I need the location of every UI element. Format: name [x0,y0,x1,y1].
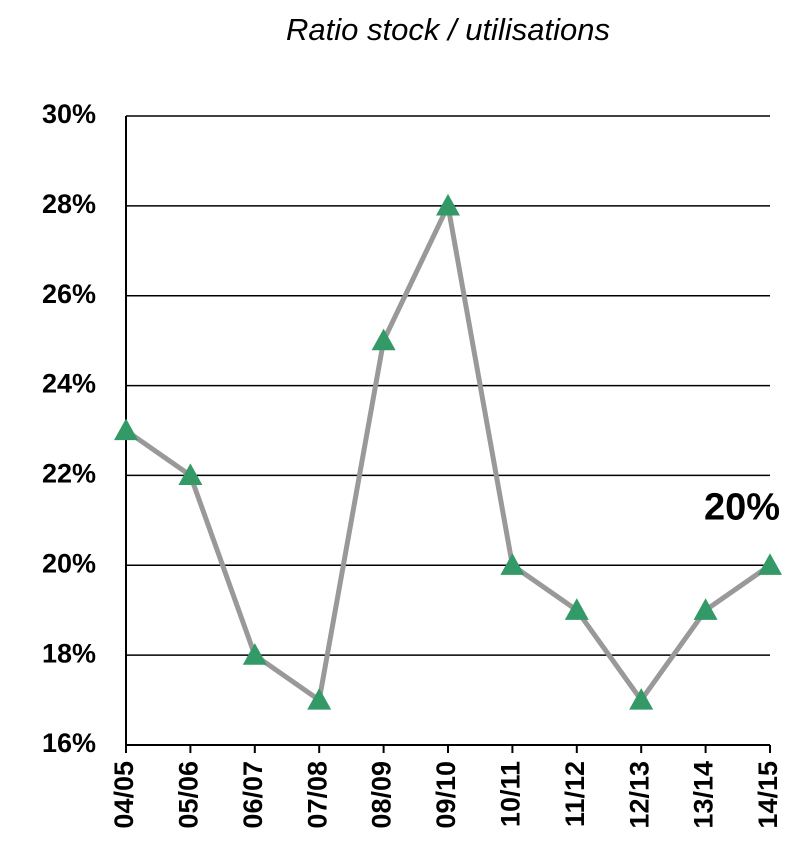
x-tick-label: 08/09 [367,761,397,829]
marker [242,643,267,665]
marker [114,418,138,441]
y-tick-label: 22% [42,459,96,489]
y-tick-label: 16% [42,728,96,758]
marker [371,328,396,351]
x-tick-label: 06/07 [238,761,268,829]
data-label: 20% [704,486,780,528]
y-tick-label: 20% [42,548,96,578]
x-tick-label: 13/14 [689,761,719,829]
x-tick-label: 05/06 [174,761,204,829]
y-tick-label: 24% [42,369,96,399]
x-tick-label: 14/15 [753,761,783,829]
marker [500,553,525,575]
x-tick-label: 07/08 [302,761,332,829]
y-tick-label: 30% [42,99,96,129]
x-tick-label: 12/13 [624,761,654,829]
marker [307,688,332,710]
y-tick-label: 26% [42,279,96,309]
data-line [124,203,772,703]
x-tick-label: 04/05 [109,761,139,829]
marker [629,688,654,710]
x-tick-label: 10/11 [496,761,526,827]
y-tick-label: 18% [42,638,96,668]
y-tick-label: 28% [42,189,96,219]
marker [564,598,589,620]
marker [758,553,782,575]
x-tick-label: 11/12 [560,761,590,827]
marker [178,463,203,486]
marker [436,193,460,216]
marker [693,598,718,620]
chart-title: Ratio stock / utilisations [286,12,610,47]
x-tick-label: 09/10 [431,761,461,829]
